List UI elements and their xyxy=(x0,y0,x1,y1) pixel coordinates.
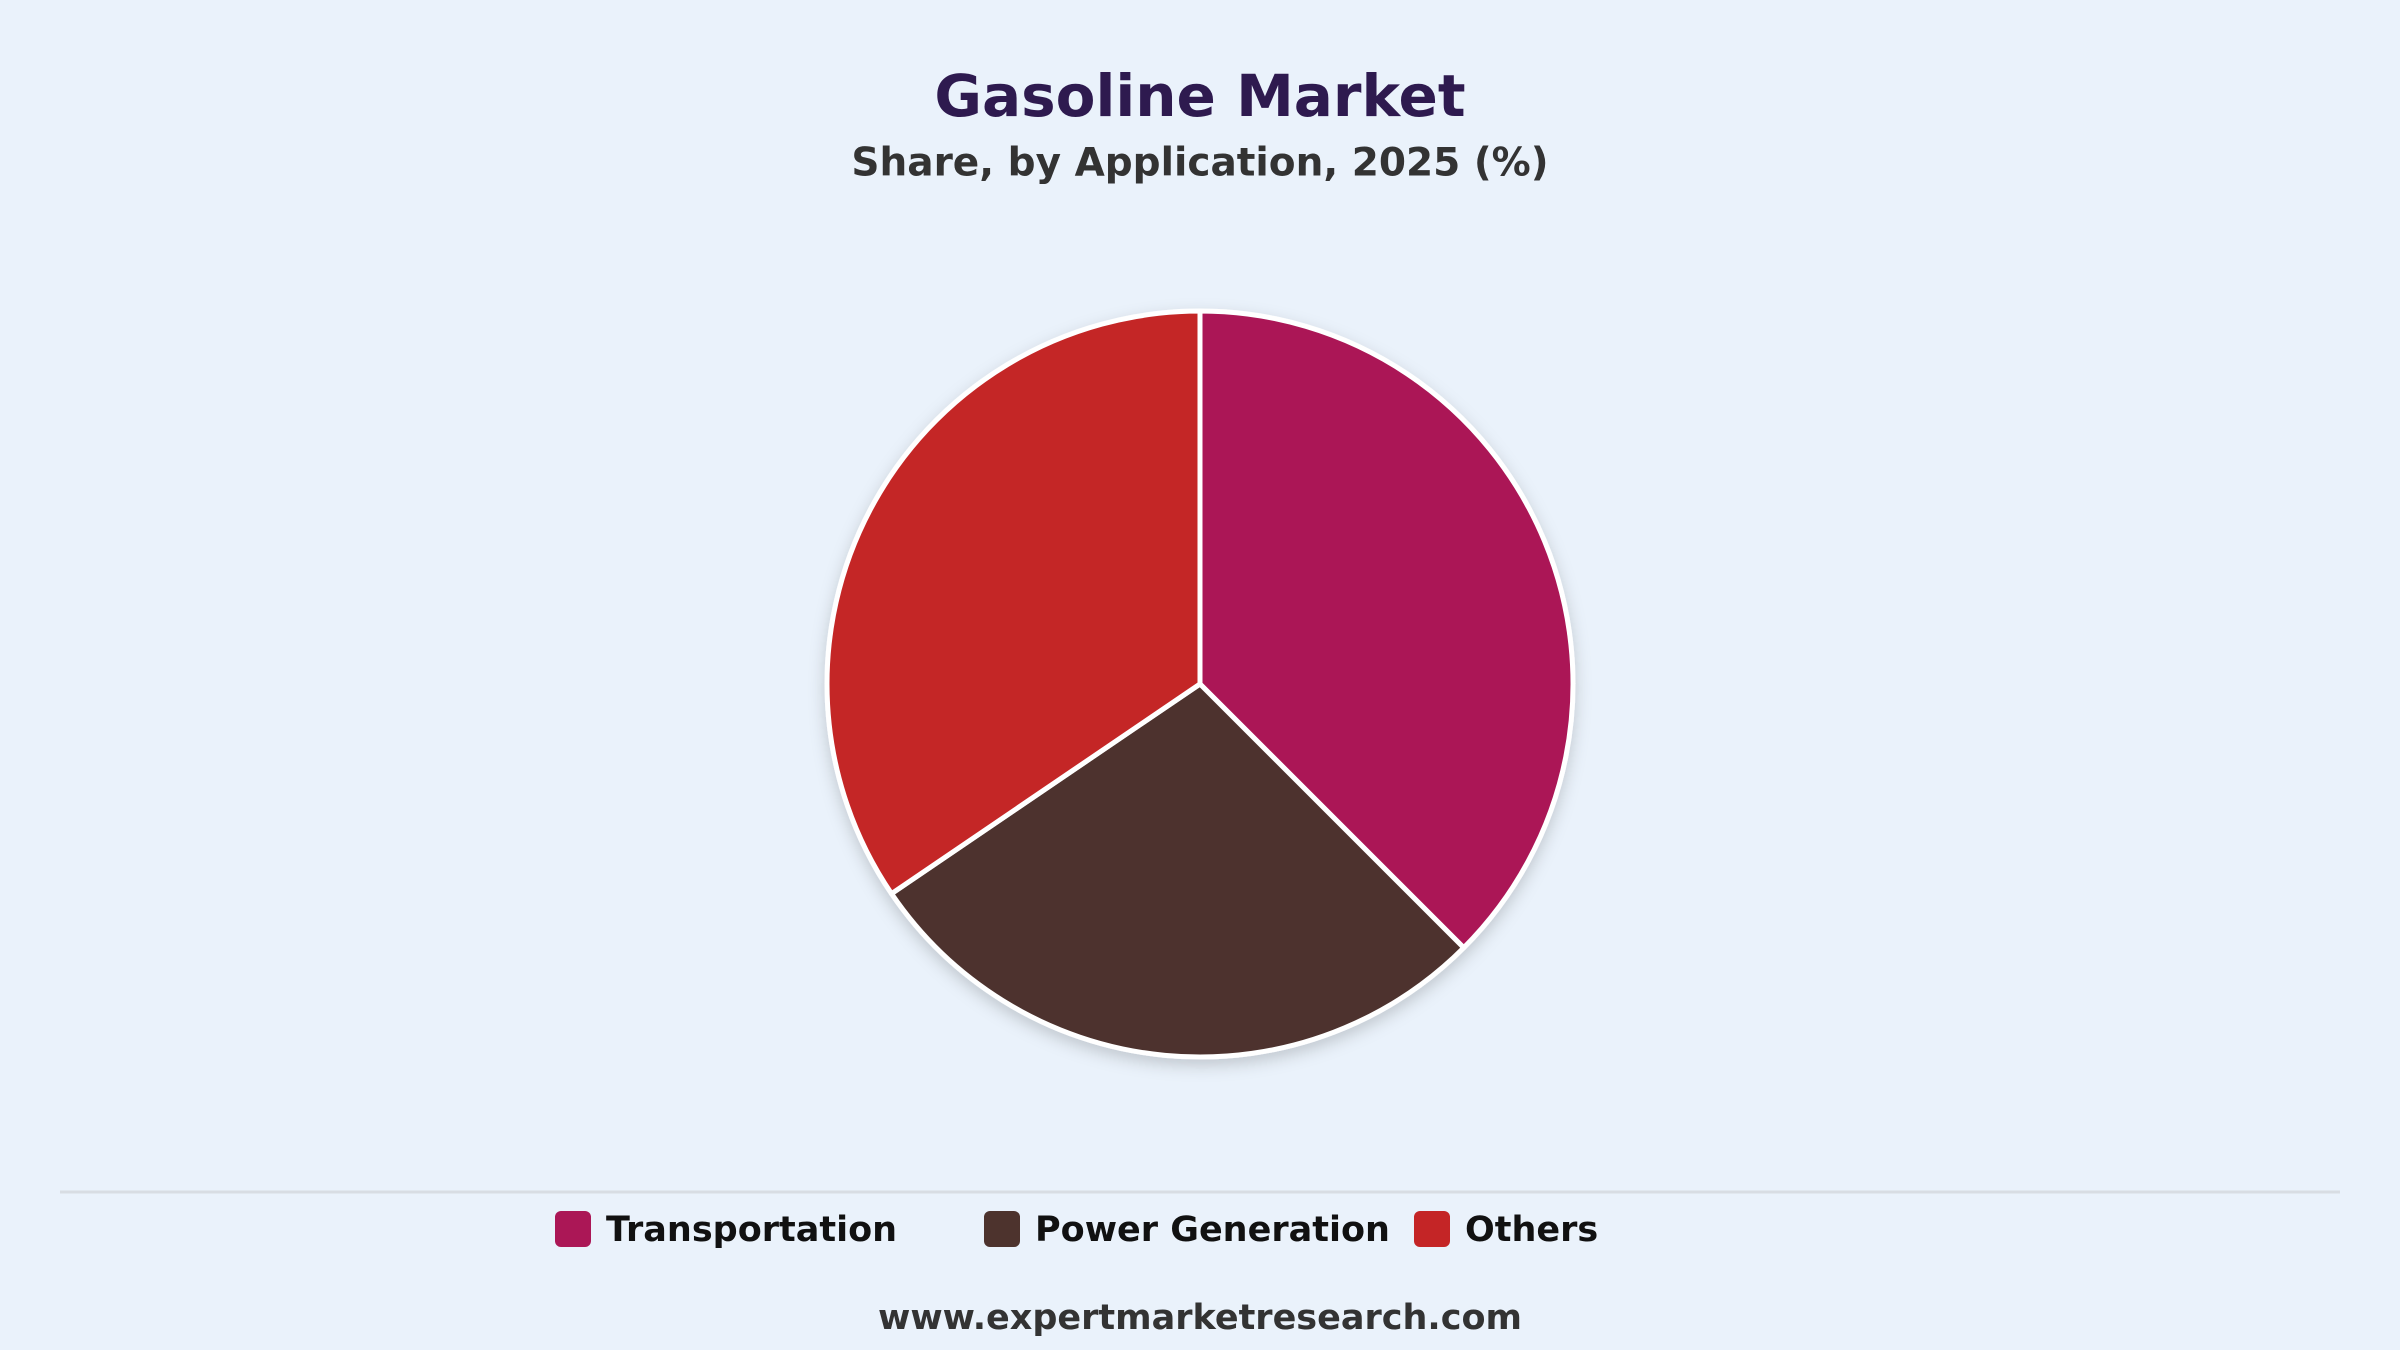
legend-label: Transportation xyxy=(606,1210,897,1250)
legend-swatch xyxy=(555,1211,591,1247)
legend-label: Power Generation xyxy=(1035,1210,1390,1250)
chart-subtitle: Share, by Application, 2025 (%) xyxy=(851,141,1548,186)
pie-slice xyxy=(888,681,1467,1060)
pie-slice xyxy=(824,308,1203,897)
legend-swatch xyxy=(1414,1211,1450,1247)
legend: Transportation Power Generation Others xyxy=(555,1210,1598,1250)
source: www.expertmarketresearch.com xyxy=(878,1298,1522,1338)
pie-slice xyxy=(1197,308,1576,951)
chart-title: Gasoline Market xyxy=(934,62,1465,130)
legend-swatch xyxy=(984,1211,1020,1247)
legend-label: Others xyxy=(1465,1210,1598,1250)
pie xyxy=(824,308,1576,1060)
